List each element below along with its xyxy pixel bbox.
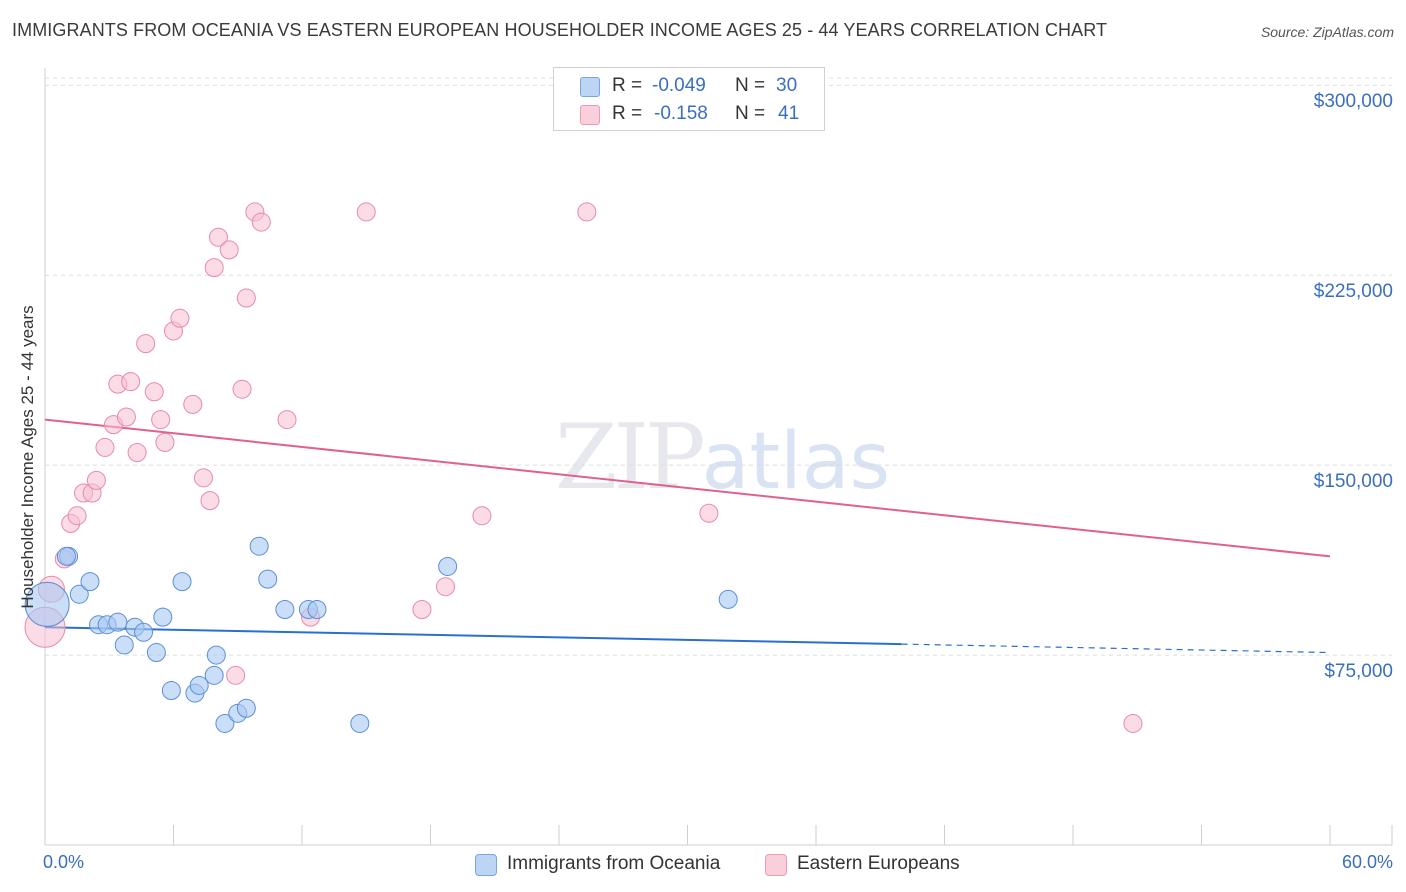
oceania-point	[718, 589, 738, 609]
eastern-point	[412, 600, 432, 619]
legend-row-eastern: R = -0.158 N = 41	[554, 101, 824, 127]
y-tick-label: $225,000	[1313, 281, 1393, 303]
legend-r-value: -0.158	[654, 103, 708, 124]
legend-row-oceania: R = -0.049 N = 30	[554, 73, 824, 99]
eastern-point	[356, 202, 376, 222]
oceania-trend-line	[44, 626, 902, 646]
axes	[44, 68, 1393, 846]
oceania-point	[146, 643, 166, 663]
eastern-point	[155, 432, 175, 452]
oceania-point	[189, 675, 209, 695]
eastern-point	[193, 468, 213, 488]
eastern-point	[472, 506, 492, 526]
eastern-point	[170, 308, 190, 328]
eastern-point	[219, 240, 239, 260]
oceania-point	[204, 665, 224, 685]
eastern-trend-line	[44, 418, 1331, 558]
eastern-point	[577, 202, 597, 222]
oceania-legend-swatch	[475, 854, 497, 876]
legend-r-value: -0.049	[652, 75, 706, 96]
oceania-point	[249, 536, 269, 556]
oceania-point	[134, 622, 154, 642]
oceania-swatch	[580, 77, 600, 97]
eastern-legend-label: Eastern Europeans	[797, 853, 960, 874]
eastern-swatch	[580, 105, 600, 125]
eastern-point	[277, 410, 297, 430]
eastern-point	[251, 212, 271, 232]
eastern-point	[208, 227, 228, 247]
oceania-point	[56, 546, 76, 566]
eastern-point	[1123, 713, 1143, 733]
oceania-point	[206, 645, 226, 665]
oceania-point	[153, 607, 173, 627]
y-tick-label: $150,000	[1313, 471, 1393, 493]
oceania-point	[172, 572, 192, 592]
legend-r-label: R =	[612, 75, 643, 96]
legend-n-label: N =	[735, 75, 766, 96]
oceania-point	[215, 713, 235, 733]
oceania-point	[350, 713, 370, 733]
legend-n-value: 30	[776, 75, 798, 96]
eastern-point	[95, 437, 115, 457]
eastern-point	[127, 443, 147, 462]
oceania-point	[236, 698, 256, 718]
y-axis-label: Householder Income Ages 25 - 44 years	[18, 305, 37, 609]
y-tick-label: $300,000	[1313, 91, 1393, 113]
x-tick-label-min: 0.0%	[43, 852, 85, 872]
eastern-point	[236, 288, 256, 308]
legend-n-value: 41	[778, 103, 800, 124]
oceania-point	[108, 612, 128, 632]
chart-title: IMMIGRANTS FROM OCEANIA VS EASTERN EUROP…	[12, 20, 1108, 40]
eastern-point	[232, 379, 252, 399]
oceania-point	[258, 569, 278, 589]
eastern-point	[200, 491, 220, 511]
eastern-point	[435, 577, 455, 597]
eastern-point	[136, 334, 156, 354]
oceania-point	[114, 635, 134, 655]
source-credit: Source: ZipAtlas.com	[1260, 24, 1394, 40]
eastern-point	[183, 394, 203, 414]
watermark: ZIPatlas	[555, 405, 890, 510]
eastern-point	[699, 503, 719, 523]
oceania-point	[161, 681, 181, 701]
oceania-point	[24, 581, 70, 627]
oceania-trend-extension	[901, 643, 1331, 654]
eastern-point	[226, 665, 246, 685]
legend-r-label: R =	[612, 103, 643, 124]
eastern-point	[144, 382, 164, 402]
eastern-legend-swatch	[765, 854, 787, 876]
x-tick-label-max: 60.0%	[1341, 852, 1393, 872]
oceania-point	[80, 572, 100, 592]
eastern-point	[86, 470, 106, 490]
eastern-point	[151, 410, 171, 430]
data-points	[24, 202, 1143, 733]
oceania-legend-label: Immigrants from Oceania	[507, 853, 721, 874]
oceania-point	[307, 600, 327, 619]
oceania-point	[275, 600, 295, 619]
watermark-zip: ZIP	[555, 405, 706, 510]
trend-lines	[44, 418, 1331, 654]
y-tick-label: $75,000	[1324, 661, 1393, 683]
correlation-legend: R = -0.049 N = 30 R = -0.158 N = 41	[553, 67, 825, 131]
oceania-point	[438, 556, 458, 576]
eastern-point	[116, 407, 136, 427]
legend-n-label: N =	[735, 103, 766, 124]
oceania-point	[69, 584, 89, 604]
eastern-point	[204, 258, 224, 278]
eastern-point	[121, 372, 141, 392]
eastern-point	[67, 506, 87, 526]
gridlines	[45, 77, 1392, 656]
